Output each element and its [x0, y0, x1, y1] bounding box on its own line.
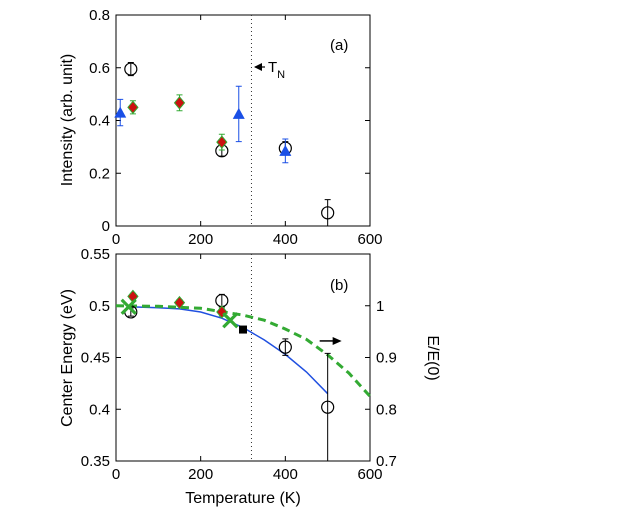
data-point-diamond: [173, 295, 186, 310]
error-bar: [127, 61, 134, 77]
x-tick-label: 600: [357, 231, 382, 248]
ratio-dashed-line: [115, 304, 372, 398]
y-tick-label: 0.55: [81, 246, 110, 263]
tn-label: TN: [268, 59, 285, 81]
data-point-triangle: [232, 107, 245, 119]
y2-tick-label: 0.8: [376, 401, 397, 418]
x-tick-label: 0: [112, 466, 120, 483]
error-bar: [324, 199, 331, 227]
data-point-square: [239, 325, 247, 334]
panel-a-label: (a): [330, 37, 348, 54]
data-point-circle: [321, 206, 335, 220]
y2-tick-label: 0.7: [376, 453, 397, 470]
y2-tick-label: 1: [376, 298, 384, 315]
tn-annotation: TN: [254, 59, 285, 81]
arrow-head: [332, 336, 342, 345]
panel-b-marks: [120, 289, 335, 462]
panel-b-y2-label: E/E(0): [424, 335, 441, 380]
data-point-x: [222, 312, 239, 329]
panel-b: 0.35 0.4 0.45 0.5 0.55 0.7 0.8 0.9 1 0 200 400 600…: [59, 246, 441, 507]
data-point-x: [120, 298, 137, 315]
panel-b-y-label: Center Energy (eV): [59, 289, 76, 427]
x-tick-label: 200: [188, 466, 213, 483]
data-point-circle: [321, 400, 335, 414]
y-tick-label: 0.4: [89, 113, 110, 130]
panel-a-x-ticks: 0 200 400 600: [112, 15, 383, 248]
data-point-diamond: [127, 100, 139, 115]
x-tick-label: 0: [112, 231, 120, 248]
e-over-e0-arrow: [319, 336, 342, 345]
x-tick-label: 200: [188, 231, 213, 248]
x-tick-label: 400: [273, 466, 298, 483]
y-tick-label: 0.45: [81, 350, 110, 367]
error-bar: [218, 293, 225, 308]
data-point-diamond: [173, 96, 186, 110]
x-tick-label: 400: [273, 231, 298, 248]
data-point-triangle: [279, 144, 292, 156]
panel-a-marks: [114, 61, 335, 227]
data-point-triangle: [114, 106, 127, 118]
panel-a-y-ticks: 0 0.2 0.4 0.6 0.8: [89, 7, 370, 235]
x-tick-label: 600: [357, 466, 382, 483]
data-point-circle: [124, 62, 138, 76]
y-tick-label: 0.4: [89, 401, 110, 418]
y2-tick-label: 0.9: [376, 350, 397, 367]
panel-a: 0 0.2 0.4 0.6 0.8 0 200 400 600 (a) TN Intensit…: [59, 7, 383, 248]
y-tick-label: 0.2: [89, 165, 110, 182]
x-axis-label: Temperature (K): [185, 490, 301, 507]
data-point-circle: [278, 340, 292, 354]
panel-b-x-ticks: 0 200 400 600: [112, 254, 383, 483]
error-bar: [324, 352, 331, 462]
panel-a-y-label: Intensity (arb. unit): [59, 54, 76, 187]
y-tick-label: 0: [102, 218, 110, 235]
data-point-diamond: [216, 135, 228, 149]
panel-b-y2-ticks: 0.7 0.8 0.9 1: [365, 298, 397, 470]
y-tick-label: 0.8: [89, 7, 110, 24]
y-tick-label: 0.5: [89, 298, 110, 315]
tn-arrow-head: [254, 63, 262, 71]
y-tick-label: 0.6: [89, 60, 110, 77]
panel-b-y-ticks: 0.35 0.4 0.45 0.5 0.55: [81, 246, 121, 470]
y-tick-label: 0.35: [81, 453, 110, 470]
panel-b-lines: [115, 304, 372, 398]
panel-b-label: (b): [330, 277, 348, 294]
